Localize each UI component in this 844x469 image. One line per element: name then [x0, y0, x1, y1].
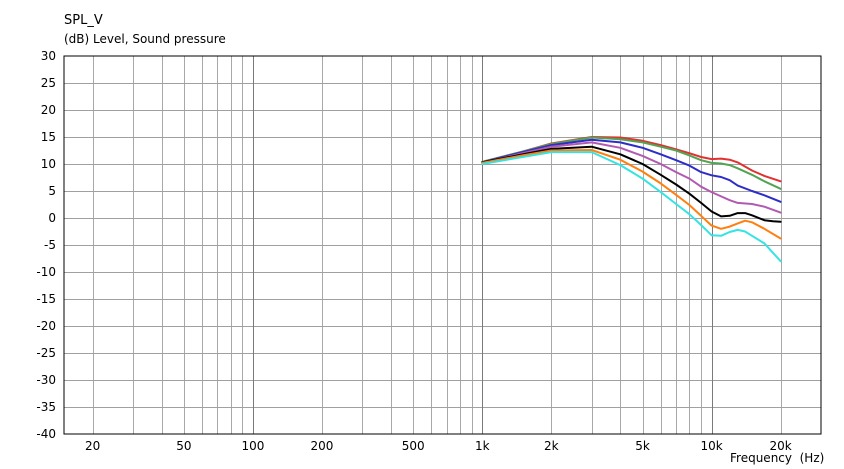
y-tick-label: 25 — [41, 76, 56, 90]
y-tick-label: 30 — [41, 49, 56, 63]
y-tick-label: 15 — [41, 130, 56, 144]
y-tick-label: -15 — [36, 292, 56, 306]
x-tick-label: 1k — [475, 439, 490, 453]
y-tick-label: -40 — [36, 427, 56, 441]
y-tick-label: 5 — [48, 184, 56, 198]
x-tick-label: 200 — [311, 439, 334, 453]
series-layer — [481, 136, 782, 263]
y-tick-labels: 30 25 20 15 10 5 0 -5 -10 -15 -20 -25 -30 -35 -40 — [36, 49, 56, 441]
x-tick-label: 100 — [241, 439, 264, 453]
y-tick-label: 0 — [48, 211, 56, 225]
y-axis-label: (dB) Level, Sound pressure — [64, 32, 226, 46]
series-line-2 — [481, 136, 782, 190]
y-tick-label: 20 — [41, 103, 56, 117]
series-line-4 — [481, 141, 782, 214]
x-tick-label: 10k — [700, 439, 722, 453]
y-tick-label: 10 — [41, 157, 56, 171]
y-tick-label: -20 — [36, 319, 56, 333]
plot-frame — [63, 55, 822, 435]
x-tick-label: 2k — [544, 439, 559, 453]
grid-minor — [64, 56, 821, 434]
y-tick-label: -35 — [36, 400, 56, 414]
x-tick-labels: 20 50 100 200 500 1k 2k 5k 10k 20k — [85, 439, 792, 453]
grid-major — [253, 56, 713, 434]
x-tick-label: 500 — [402, 439, 425, 453]
x-tick-label: 20k — [770, 439, 792, 453]
series-line-5 — [481, 145, 782, 223]
x-tick-label: 20 — [85, 439, 100, 453]
series-line-7 — [481, 151, 782, 263]
y-tick-label: -25 — [36, 346, 56, 360]
x-axis-label: Frequency (Hz) — [730, 451, 825, 465]
y-tick-label: -5 — [44, 238, 56, 252]
chart-title: SPL_V — [64, 13, 103, 28]
x-tick-label: 50 — [176, 439, 191, 453]
y-tick-label: -10 — [36, 265, 56, 279]
x-tick-label: 5k — [635, 439, 650, 453]
series-line-6 — [481, 149, 782, 240]
y-tick-label: -30 — [36, 373, 56, 387]
series-line-3 — [481, 138, 782, 203]
